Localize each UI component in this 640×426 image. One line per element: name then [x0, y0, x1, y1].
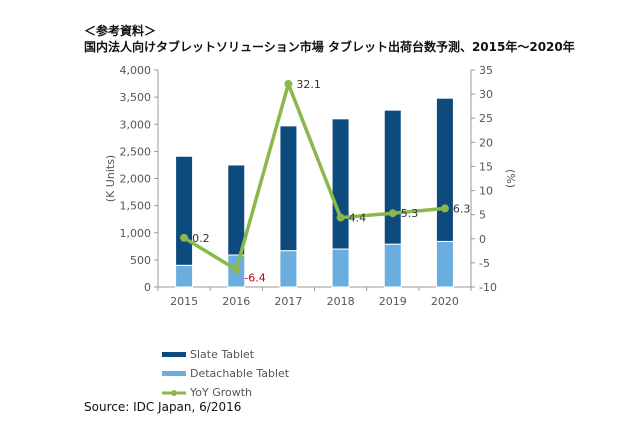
y2-axis-label: (%) [504, 169, 517, 188]
growth-point [232, 265, 241, 274]
y2-tick-label: 10 [479, 185, 493, 198]
bar-detachable [279, 250, 298, 288]
legend-label-slate: Slate Tablet [190, 348, 255, 361]
y-tick-label: 1,500 [120, 200, 152, 213]
y2-tick-label: 35 [479, 64, 493, 77]
bar-slate [435, 97, 454, 242]
growth-data-label: 5.3 [401, 207, 419, 220]
y-tick-label: 3,500 [120, 91, 152, 104]
x-tick-label: 2016 [222, 295, 250, 308]
y2-tick-label: -5 [479, 257, 490, 270]
source-note: Source: IDC Japan, 6/2016 [84, 400, 242, 414]
bar-slate [331, 118, 350, 250]
growth-data-label: 4.4 [349, 212, 367, 225]
growth-data-label: 32.1 [296, 78, 321, 91]
y-axis-label: (K Units) [104, 155, 117, 202]
bar-detachable [175, 264, 194, 288]
y-tick-label: 1,000 [120, 227, 152, 240]
legend-swatch-detachable [162, 371, 186, 376]
legend-slate: Slate Tablet [162, 348, 254, 361]
y2-tick-label: -10 [479, 281, 497, 294]
chart-title: 国内法人向けタブレットソリューション市場 タブレット出荷台数予測、2015年～2… [84, 40, 575, 54]
growth-data-label: 0.2 [192, 232, 210, 245]
bar-slate [227, 164, 246, 256]
y-tick-label: 2,000 [120, 173, 152, 186]
legend-growth: YoY Growth [162, 386, 252, 399]
x-tick-label: 2015 [170, 295, 198, 308]
growth-point [388, 209, 397, 218]
x-tick-label: 2020 [431, 295, 459, 308]
y2-tick-label: 30 [479, 88, 493, 101]
legend-label-detachable: Detachable Tablet [190, 367, 290, 380]
y2-tick-label: 0 [479, 233, 486, 246]
bar-slate [279, 125, 298, 252]
bar-detachable [435, 240, 454, 288]
growth-point [180, 233, 189, 242]
y-tick-label: 3,000 [120, 118, 152, 131]
bar-detachable [331, 248, 350, 288]
chart: 0 500 1,000 1,500 2,000 2,500 3,000 3,500 4,000 -… [104, 64, 517, 308]
legend-swatch-growth [162, 389, 186, 396]
legend-label-growth: YoY Growth [190, 386, 253, 399]
growth-point [440, 204, 449, 213]
growth-line [183, 82, 446, 272]
x-tick-label: 2019 [379, 295, 407, 308]
y2-tick-label: 5 [479, 209, 486, 222]
growth-point [284, 79, 293, 88]
legend-detachable: Detachable Tablet [162, 367, 289, 380]
x-tick-label: 2017 [274, 295, 302, 308]
y2-tick-label: 25 [479, 112, 493, 125]
bar-detachable [383, 243, 402, 288]
legend-swatch-slate [162, 352, 186, 357]
x-tick-label: 2018 [327, 295, 355, 308]
bar-slate [175, 155, 194, 266]
y2-tick-label: 15 [479, 160, 493, 173]
growth-data-label: -6.4 [244, 272, 265, 285]
growth-data-label: 6.3 [453, 202, 471, 215]
y-tick-label: 500 [130, 254, 151, 267]
y-tick-label: 0 [144, 281, 151, 294]
growth-point [336, 213, 345, 222]
y-tick-label: 4,000 [120, 64, 152, 77]
y-tick-label: 2,500 [120, 145, 152, 158]
note-label: ＜参考資料＞ [84, 24, 157, 38]
bar-slate [383, 109, 402, 245]
y2-tick-label: 20 [479, 136, 493, 149]
